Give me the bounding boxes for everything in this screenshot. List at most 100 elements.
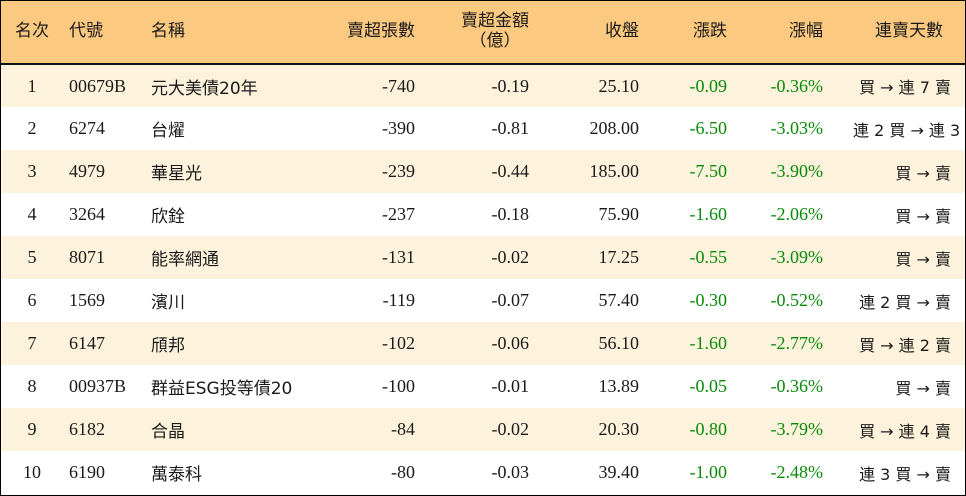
cell-net-sell-amount: -0.07 bbox=[491, 290, 530, 310]
table-header-row: 名次 代號 名稱 賣超張數 賣超金額 （億） 收盤 漲跌 漲幅 連賣天數 bbox=[1, 1, 965, 65]
cell-change: -7.50 bbox=[689, 161, 728, 181]
cell-change-pct: -2.48% bbox=[770, 462, 824, 482]
header-name: 名稱 bbox=[141, 1, 321, 65]
cell-net-sell-amount: -0.19 bbox=[491, 75, 530, 96]
cell-code: 8071 bbox=[69, 247, 105, 267]
header-close: 收盤 bbox=[551, 1, 663, 65]
cell-change-pct: -2.06% bbox=[770, 204, 824, 224]
cell-name: 萬泰科 bbox=[151, 465, 202, 485]
cell-net-sell-sheets: -119 bbox=[382, 290, 415, 310]
cell-net-sell-sheets: -239 bbox=[382, 161, 415, 181]
cell-consecutive-days: 連 3 買 → 賣 bbox=[859, 464, 951, 484]
cell-net-sell-amount: -0.06 bbox=[491, 333, 530, 353]
cell-net-sell-sheets: -390 bbox=[382, 118, 415, 138]
cell-code: 1569 bbox=[69, 290, 105, 310]
table-row: 1 00679B 元大美債20年 -740 -0.19 25.10 -0.09 … bbox=[1, 64, 965, 107]
cell-code: 6147 bbox=[69, 333, 105, 353]
table-row: 8 00937B 群益ESG投等債20 -100 -0.01 13.89 -0.… bbox=[1, 365, 965, 408]
cell-consecutive-days: 買 → 賣 bbox=[895, 378, 951, 398]
cell-close: 185.00 bbox=[589, 161, 640, 181]
cell-net-sell-amount: -0.81 bbox=[491, 118, 530, 138]
cell-consecutive-days: 買 → 連 7 賣 bbox=[859, 78, 951, 97]
cell-name: 合晶 bbox=[151, 422, 185, 442]
cell-change-pct: -3.09% bbox=[770, 247, 824, 267]
cell-name: 台燿 bbox=[151, 121, 185, 141]
cell-net-sell-amount: -0.02 bbox=[491, 419, 530, 439]
cell-net-sell-amount: -0.44 bbox=[491, 161, 530, 181]
header-change-pct: 漲幅 bbox=[757, 1, 853, 65]
table-row: 9 6182 合晶 -84 -0.02 20.30 -0.80 -3.79% 買… bbox=[1, 408, 965, 451]
cell-net-sell-amount: -0.02 bbox=[491, 247, 530, 267]
header-rank: 名次 bbox=[1, 1, 63, 65]
cell-name: 濱川 bbox=[151, 293, 185, 313]
cell-change: -1.00 bbox=[689, 462, 728, 482]
table-row: 5 8071 能率網通 -131 -0.02 17.25 -0.55 -3.09… bbox=[1, 236, 965, 279]
cell-close: 25.10 bbox=[598, 75, 640, 96]
cell-change-pct: -3.03% bbox=[770, 118, 824, 138]
header-code: 代號 bbox=[63, 1, 141, 65]
cell-net-sell-sheets: -102 bbox=[382, 333, 415, 353]
cell-close: 208.00 bbox=[589, 118, 640, 138]
cell-name: 元大美債20年 bbox=[151, 78, 258, 99]
cell-change: -0.05 bbox=[689, 376, 728, 396]
cell-consecutive-days: 買 → 賣 bbox=[895, 249, 951, 269]
cell-close: 13.89 bbox=[598, 376, 640, 396]
cell-net-sell-sheets: -131 bbox=[382, 247, 415, 267]
cell-rank: 8 bbox=[27, 376, 37, 396]
cell-net-sell-amount: -0.03 bbox=[491, 462, 530, 482]
cell-close: 17.25 bbox=[598, 247, 640, 267]
cell-change-pct: -0.36% bbox=[770, 376, 824, 396]
table-row: 10 6190 萬泰科 -80 -0.03 39.40 -1.00 -2.48%… bbox=[1, 451, 965, 494]
table-row: 3 4979 華星光 -239 -0.44 185.00 -7.50 -3.90… bbox=[1, 150, 965, 193]
cell-change-pct: -0.36% bbox=[770, 75, 824, 96]
table-row: 6 1569 濱川 -119 -0.07 57.40 -0.30 -0.52% … bbox=[1, 279, 965, 322]
cell-rank: 9 bbox=[27, 419, 37, 439]
cell-close: 20.30 bbox=[598, 419, 640, 439]
header-net-sell-amount: 賣超金額 （億） bbox=[429, 1, 551, 65]
cell-net-sell-amount: -0.18 bbox=[491, 204, 530, 224]
cell-change: -1.60 bbox=[689, 204, 728, 224]
cell-name: 頎邦 bbox=[151, 336, 185, 356]
cell-close: 39.40 bbox=[598, 462, 640, 482]
cell-name: 欣銓 bbox=[151, 207, 185, 227]
table-row: 7 6147 頎邦 -102 -0.06 56.10 -1.60 -2.77% … bbox=[1, 322, 965, 365]
header-net-sell-amount-line2: （億） bbox=[469, 31, 521, 51]
cell-name: 能率網通 bbox=[151, 250, 219, 270]
cell-rank: 2 bbox=[27, 118, 37, 138]
cell-net-sell-amount: -0.01 bbox=[491, 376, 530, 396]
cell-consecutive-days: 連 2 買 → 賣 bbox=[859, 292, 951, 312]
cell-rank: 7 bbox=[27, 333, 37, 353]
cell-change-pct: -3.90% bbox=[770, 161, 824, 181]
cell-close: 57.40 bbox=[598, 290, 640, 310]
cell-consecutive-days: 買 → 連 2 賣 bbox=[859, 335, 951, 355]
cell-rank: 4 bbox=[27, 204, 37, 224]
header-net-sell-amount-label: 賣超金額 （億） bbox=[461, 12, 529, 51]
cell-change-pct: -3.79% bbox=[770, 419, 824, 439]
cell-change: -0.80 bbox=[689, 419, 728, 439]
cell-code: 00937B bbox=[69, 376, 127, 396]
cell-rank: 1 bbox=[27, 75, 37, 96]
cell-net-sell-sheets: -84 bbox=[391, 419, 415, 439]
header-net-sell-amount-line1: 賣超金額 bbox=[461, 11, 529, 32]
cell-rank: 6 bbox=[27, 290, 37, 310]
cell-close: 75.90 bbox=[598, 204, 640, 224]
cell-rank: 3 bbox=[27, 161, 37, 181]
cell-name: 華星光 bbox=[151, 164, 202, 184]
cell-net-sell-sheets: -80 bbox=[391, 462, 415, 482]
cell-rank: 5 bbox=[27, 247, 37, 267]
cell-net-sell-sheets: -740 bbox=[382, 75, 415, 96]
cell-change: -6.50 bbox=[689, 118, 728, 138]
header-change: 漲跌 bbox=[663, 1, 757, 65]
cell-code: 3264 bbox=[69, 204, 105, 224]
cell-code: 6190 bbox=[69, 462, 105, 482]
table-row: 4 3264 欣銓 -237 -0.18 75.90 -1.60 -2.06% … bbox=[1, 193, 965, 236]
cell-name: 群益ESG投等債20 bbox=[151, 379, 293, 399]
cell-net-sell-sheets: -237 bbox=[382, 204, 415, 224]
header-net-sell-sheets: 賣超張數 bbox=[321, 1, 429, 65]
cell-rank: 10 bbox=[23, 462, 41, 482]
cell-code: 6182 bbox=[69, 419, 105, 439]
cell-change-pct: -0.52% bbox=[770, 290, 824, 310]
cell-code: 4979 bbox=[69, 161, 105, 181]
